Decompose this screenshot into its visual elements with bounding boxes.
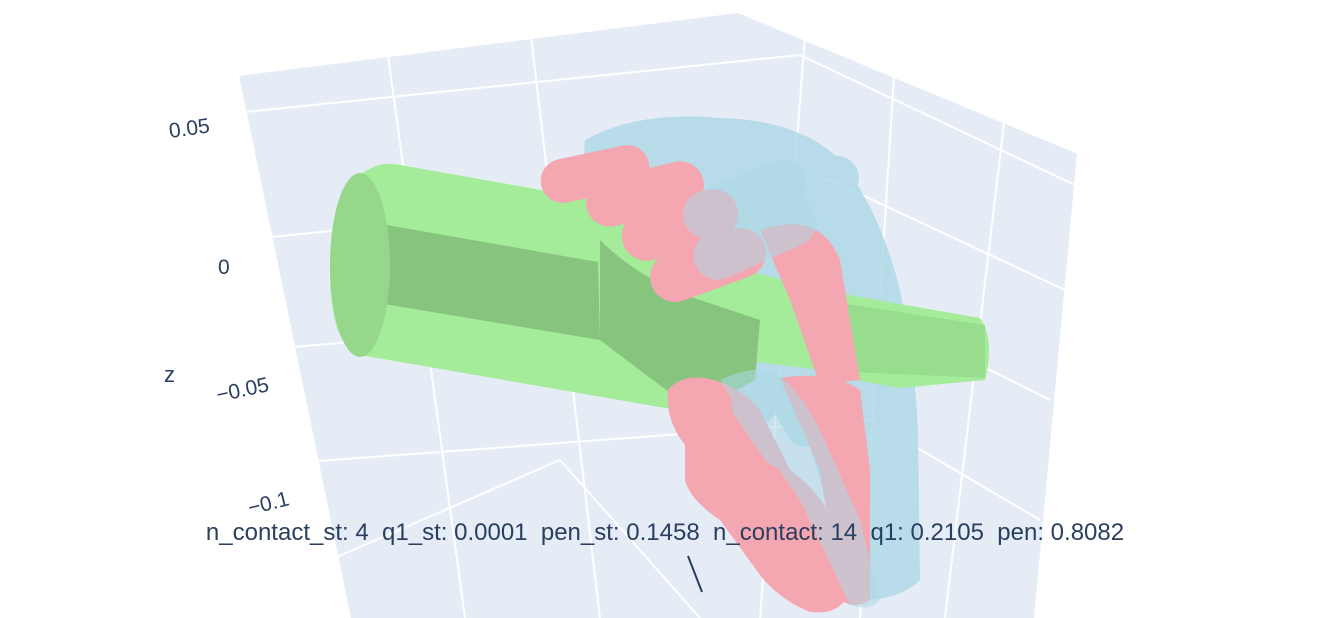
q1-label: q1:	[870, 519, 904, 546]
metrics-readout: n_contact_st: 4 q1_st: 0.0001 pen_st: 0.…	[0, 519, 1330, 547]
pen-value: 0.8082	[1050, 519, 1125, 546]
pen-label: pen:	[997, 519, 1044, 546]
z-tick-label: 0	[218, 256, 230, 279]
n-contact-st-label: n_contact_st:	[205, 519, 349, 546]
hand-start-mesh	[540, 145, 870, 613]
q1-st-label: q1_st:	[382, 519, 448, 546]
z-tick-label: 0.05	[167, 114, 211, 142]
pen-st-label: pen_st:	[540, 519, 620, 546]
q1-st-value: 0.0001	[454, 519, 528, 546]
n-contact-st-value: 4	[355, 519, 369, 546]
left-wall-plane	[0, 75, 350, 618]
z-axis-title: z	[164, 362, 175, 387]
n-contact-label: n_contact:	[713, 519, 824, 546]
n-contact-value: 14	[830, 519, 858, 546]
hand-optimized-overlay	[682, 159, 880, 608]
q1-value: 0.2105	[910, 519, 984, 546]
axis-tick-mark	[687, 555, 703, 593]
pen-st-value: 0.1458	[626, 519, 700, 546]
